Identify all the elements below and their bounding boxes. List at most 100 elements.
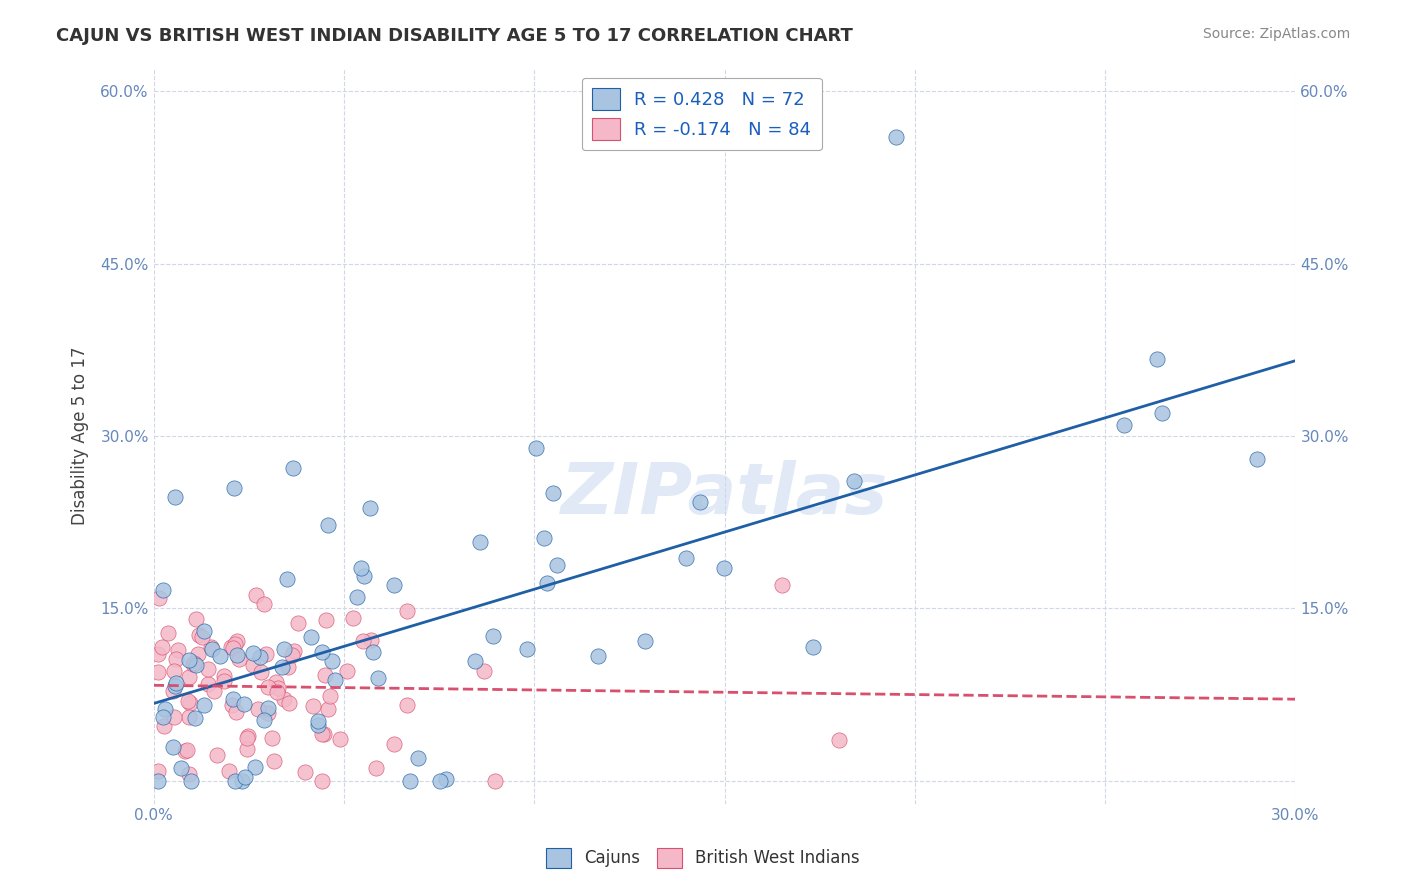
Point [315, 613, 337, 627]
Point [188, 628, 211, 642]
Point [398, 773, 420, 788]
Point [162, 684, 184, 698]
Point [1114, 417, 1136, 432]
Point [150, 640, 173, 654]
Point [311, 727, 333, 741]
Point [253, 713, 276, 727]
Point [212, 674, 235, 689]
Point [311, 645, 333, 659]
Point [162, 740, 184, 755]
Point [193, 624, 215, 639]
Point [360, 633, 382, 648]
Point [165, 679, 187, 693]
Point [236, 741, 259, 756]
Point [273, 642, 295, 657]
Point [170, 761, 193, 775]
Text: ZIPatlas: ZIPatlas [561, 460, 889, 529]
Point [222, 640, 245, 655]
Point [311, 773, 333, 788]
Point [152, 709, 174, 723]
Point [186, 612, 208, 626]
Point [191, 630, 214, 644]
Point [177, 710, 200, 724]
Point [464, 654, 486, 668]
Point [208, 649, 231, 664]
Point [263, 754, 285, 768]
Point [350, 561, 373, 575]
Point [176, 742, 198, 756]
Point [270, 660, 292, 674]
Point [634, 634, 657, 648]
Point [146, 764, 169, 778]
Point [197, 663, 219, 677]
Point [184, 711, 207, 725]
Point [181, 657, 204, 672]
Point [276, 572, 298, 586]
Point [264, 675, 287, 690]
Point [153, 702, 176, 716]
Point [363, 645, 385, 659]
Point [277, 659, 299, 673]
Point [801, 640, 824, 655]
Point [246, 702, 269, 716]
Point [253, 597, 276, 611]
Point [319, 689, 342, 703]
Point [214, 669, 236, 683]
Point [148, 591, 170, 605]
Point [281, 648, 304, 662]
Point [434, 772, 457, 786]
Point [384, 737, 406, 751]
Point [395, 603, 418, 617]
Point [429, 773, 451, 788]
Point [367, 671, 389, 685]
Point [184, 657, 207, 672]
Point [318, 517, 340, 532]
Point [266, 685, 288, 699]
Point [228, 652, 250, 666]
Point [249, 665, 271, 680]
Point [281, 461, 304, 475]
Point [359, 500, 381, 515]
Point [163, 664, 186, 678]
Point [186, 647, 208, 661]
Point [165, 651, 187, 665]
Point [472, 664, 495, 678]
Point [254, 647, 277, 661]
Point [205, 748, 228, 763]
Point [484, 773, 506, 788]
Point [256, 706, 278, 720]
Point [314, 668, 336, 682]
Point [167, 642, 190, 657]
Point [163, 710, 186, 724]
Point [146, 647, 169, 661]
Point [146, 773, 169, 788]
Point [256, 680, 278, 694]
Legend: Cajuns, British West Indians: Cajuns, British West Indians [540, 841, 866, 875]
Point [516, 641, 538, 656]
Point [482, 629, 505, 643]
Point [221, 698, 243, 712]
Point [524, 442, 547, 456]
Text: CAJUN VS BRITISH WEST INDIAN DISABILITY AGE 5 TO 17 CORRELATION CHART: CAJUN VS BRITISH WEST INDIAN DISABILITY … [56, 27, 853, 45]
Point [321, 654, 343, 668]
Point [346, 591, 368, 605]
Point [221, 692, 243, 706]
Point [146, 665, 169, 679]
Point [179, 697, 201, 711]
Point [200, 640, 222, 655]
Point [273, 692, 295, 706]
Point [236, 729, 259, 743]
Point [197, 677, 219, 691]
Point [1146, 351, 1168, 366]
Point [342, 611, 364, 625]
Point [316, 702, 339, 716]
Point [294, 764, 316, 779]
Point [163, 490, 186, 504]
Point [243, 760, 266, 774]
Point [307, 718, 329, 732]
Point [406, 751, 429, 765]
Point [245, 588, 267, 602]
Legend: R = 0.428   N = 72, R = -0.174   N = 84: R = 0.428 N = 72, R = -0.174 N = 84 [582, 78, 823, 151]
Point [222, 481, 245, 495]
Point [235, 731, 257, 746]
